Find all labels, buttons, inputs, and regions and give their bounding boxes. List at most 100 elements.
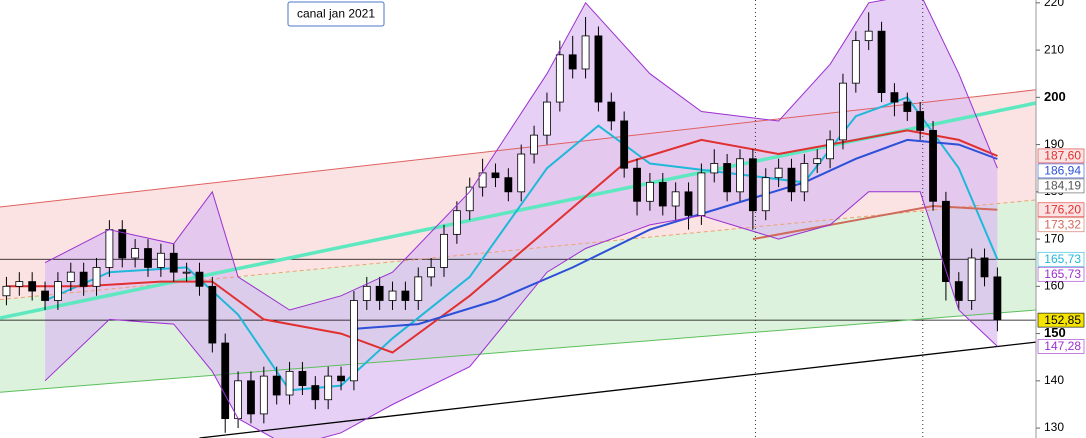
candle-body: [954, 281, 963, 301]
price-label-box: [1037, 178, 1085, 194]
candle-body: [388, 290, 397, 301]
y-tick-label: 160: [1044, 279, 1064, 293]
price-label-box: [1037, 202, 1085, 218]
candle-body: [79, 271, 88, 287]
price-label: 186,94: [1044, 164, 1081, 178]
bollinger-upper: [44, 0, 998, 311]
channel-upper-line: [0, 89, 1037, 208]
candle-body: [555, 54, 564, 103]
candle-body: [195, 271, 204, 287]
candle-body: [864, 30, 873, 42]
price-label: 152,85: [1044, 313, 1081, 327]
candle-body: [169, 252, 178, 273]
candle-body: [311, 385, 320, 401]
candle-body: [980, 257, 989, 278]
candle-body: [2, 285, 11, 297]
candle-body: [839, 82, 847, 141]
candle-body: [800, 163, 809, 193]
channel-middle-line: [0, 199, 1037, 301]
candle-body: [54, 281, 62, 301]
candle-body: [28, 281, 37, 292]
candle-body: [272, 375, 281, 396]
candle-body: [298, 370, 307, 386]
candle-body: [517, 153, 526, 193]
y-tick-label: 200: [1044, 89, 1066, 104]
price-label-box: [1037, 339, 1085, 354]
price-label: 184,19: [1044, 179, 1081, 193]
moving-average: [44, 96, 999, 392]
candle-body: [401, 290, 410, 301]
trend-line: [199, 341, 1037, 438]
candle-body: [530, 134, 538, 155]
candle-body: [131, 248, 140, 259]
y-tick-label: 170: [1044, 231, 1064, 245]
candle-body: [362, 285, 371, 301]
y-tick-label: 130: [1044, 420, 1064, 434]
candle-body: [375, 285, 384, 301]
candle-body: [568, 54, 577, 70]
price-label-box: [1037, 251, 1085, 267]
candle-body: [826, 139, 834, 160]
price-label-box: [1037, 266, 1085, 282]
y-tick-label: 140: [1044, 373, 1064, 387]
candle-body: [646, 181, 654, 202]
bollinger-fill: [45, 0, 998, 438]
candle-body: [581, 35, 590, 70]
candle-body: [813, 158, 822, 164]
candle-body: [748, 158, 757, 212]
candle-body: [144, 248, 152, 268]
channel-lower-line: [0, 309, 1037, 393]
price-label-box: [1037, 163, 1085, 179]
candle-body: [787, 167, 796, 193]
candle-body: [710, 163, 719, 174]
annotation-box: [287, 1, 385, 27]
candle-body: [903, 101, 912, 112]
candle-body: [851, 40, 860, 84]
candle-body: [118, 229, 127, 259]
candle-body: [285, 370, 294, 396]
candle-body: [543, 101, 551, 136]
price-label-box: [1037, 148, 1085, 164]
candle-body: [890, 92, 899, 103]
candle-body: [697, 172, 706, 216]
candle-body: [208, 285, 217, 344]
bollinger-lower: [44, 191, 998, 438]
candle-body: [723, 163, 732, 193]
moving-average: [353, 138, 998, 330]
candle-body: [156, 252, 165, 268]
candle-body: [774, 167, 783, 179]
candle-body: [993, 276, 1002, 321]
candle-body: [916, 111, 925, 131]
moving-average: [752, 204, 998, 241]
price-label: 165,73: [1044, 252, 1081, 266]
candle-body: [259, 375, 268, 415]
price-label: 173,32: [1044, 217, 1081, 231]
candle-body: [465, 186, 474, 212]
candle-body: [92, 267, 101, 287]
candle-body: [105, 229, 114, 268]
y-tick-label: 150: [1044, 325, 1066, 340]
candle-body: [247, 380, 255, 415]
candle-body: [414, 276, 423, 301]
candle-body: [967, 257, 976, 301]
candle-body: [633, 167, 641, 202]
candle-body: [736, 158, 744, 193]
candle-body: [452, 210, 461, 235]
candle-body: [41, 290, 49, 301]
candle-body: [942, 200, 950, 283]
candle-body: [594, 35, 603, 103]
candle-body: [620, 120, 629, 169]
candle-body: [15, 281, 24, 287]
price-label: 176,20: [1044, 202, 1081, 216]
candle-body: [491, 172, 500, 179]
candle-body: [684, 191, 693, 216]
y-tick-label: 220: [1044, 0, 1064, 9]
annotation: canal jan 2021: [287, 1, 385, 27]
price-label-box: [1037, 217, 1085, 233]
plot-area: [0, 0, 1037, 438]
candle-body: [66, 271, 75, 283]
annotation-text: canal jan 2021: [297, 7, 375, 21]
candle-body: [671, 191, 680, 207]
candle-body: [324, 375, 333, 401]
